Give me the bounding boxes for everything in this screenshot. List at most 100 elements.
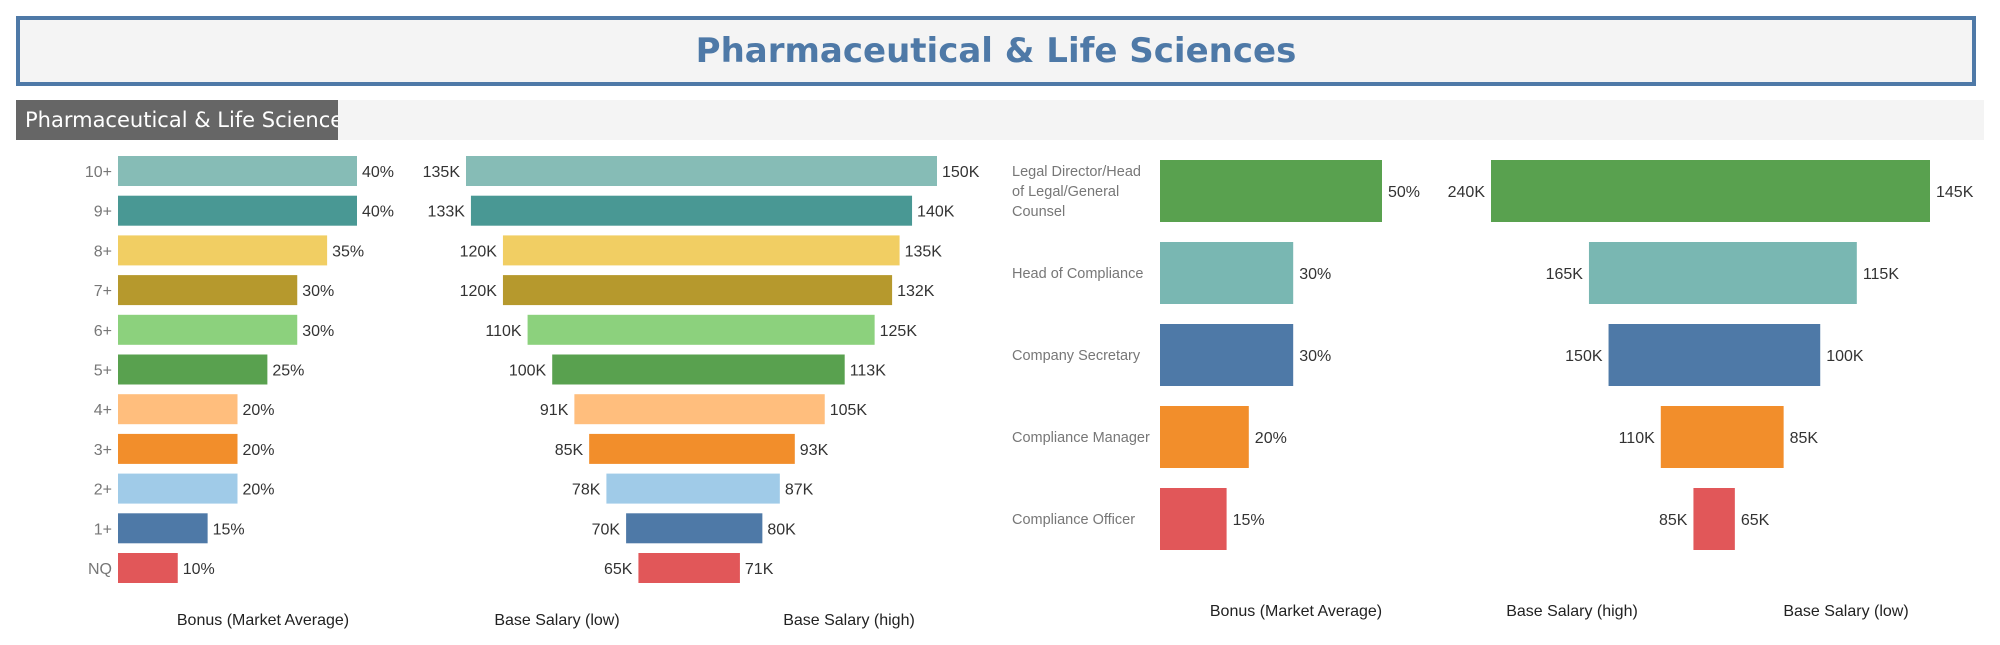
salary-high-value-label: 150K [942, 164, 980, 181]
salary-high-value-label: 80K [767, 521, 796, 538]
bonus-value-label: 20% [243, 482, 275, 499]
role-label: Counsel [1012, 204, 1065, 220]
bonus-by-role-chart: Legal Director/Head of Legal/General Couns… [1012, 160, 1420, 620]
salary-low-value-label: 85K [555, 442, 584, 459]
category-label: 9+ [94, 204, 112, 221]
base-salary-by-pqe-chart: 135K 150K 133K 140K 120K 135K 120K 132K 110K 125K… [423, 156, 980, 629]
salary-low-bar [466, 156, 700, 186]
salary-high-value-label: 105K [830, 402, 868, 419]
bonus-bar [118, 195, 357, 226]
bonus-bar [118, 275, 298, 306]
bonus-value-label: 40% [362, 204, 394, 221]
bonus-bar [118, 314, 298, 345]
salary-high-value-label: 165K [1546, 266, 1584, 283]
category-label: 6+ [94, 323, 112, 340]
salary-high-bar [700, 195, 913, 226]
salary-high-bar [1491, 160, 1708, 222]
role-label: of Legal/General [1012, 184, 1119, 200]
salary-low-value-label: 115K [1863, 266, 1900, 283]
category-label: 2+ [94, 482, 112, 499]
section-header-bar [338, 100, 1984, 140]
bonus-bar [118, 473, 238, 504]
salary-high-bar [700, 314, 875, 345]
salary-high-value-label: 113K [850, 363, 887, 380]
role-label: Compliance Manager [1012, 430, 1150, 446]
x-axis-label-low: Base Salary (low) [1783, 603, 1908, 620]
salary-low-value-label: 135K [423, 164, 461, 181]
salary-low-bar [1708, 488, 1735, 550]
bonus-value-label: 10% [183, 561, 215, 578]
salary-low-value-label: 70K [592, 521, 621, 538]
bonus-value-label: 15% [1233, 512, 1265, 529]
bonus-value-label: 30% [302, 283, 334, 300]
bonus-bar [1160, 324, 1294, 386]
category-label: 4+ [94, 402, 112, 419]
category-label: 10+ [85, 164, 112, 181]
salary-high-value-label: 140K [917, 204, 955, 221]
salary-low-value-label: 133K [428, 204, 466, 221]
bonus-bar [118, 156, 357, 186]
salary-low-value-label: 145K [1936, 184, 1974, 201]
salary-high-bar [700, 473, 780, 504]
salary-high-bar [1660, 406, 1708, 468]
category-label: 3+ [94, 442, 112, 459]
salary-low-bar [502, 275, 700, 306]
salary-high-value-label: 150K [1565, 348, 1603, 365]
bonus-value-label: 35% [332, 243, 364, 260]
role-label: Company Secretary [1012, 348, 1141, 364]
salary-high-value-label: 135K [905, 243, 943, 260]
salary-low-value-label: 65K [604, 561, 633, 578]
salary-high-bar [1693, 488, 1708, 550]
salary-low-bar [470, 195, 700, 226]
salary-low-bar [502, 235, 700, 266]
bonus-value-label: 15% [213, 521, 245, 538]
bonus-value-label: 20% [243, 402, 275, 419]
bonus-bar [118, 354, 268, 385]
bonus-value-label: 30% [1299, 266, 1331, 283]
salary-low-bar [626, 513, 700, 544]
salary-low-value-label: 65K [1741, 512, 1770, 529]
role-label: Head of Compliance [1012, 266, 1143, 282]
x-axis-label-high: Base Salary (high) [1506, 603, 1638, 620]
salary-high-value-label: 240K [1448, 184, 1486, 201]
salary-high-bar [700, 433, 795, 464]
salary-low-bar [606, 473, 700, 504]
page-title: Pharmaceutical & Life Sciences [695, 31, 1297, 71]
x-axis-label: Bonus (Market Average) [177, 612, 349, 629]
salary-low-bar [638, 553, 700, 583]
salary-high-value-label: 132K [897, 283, 935, 300]
salary-low-bar [1708, 242, 1857, 304]
salary-low-bar [527, 314, 700, 345]
salary-high-bar [700, 156, 937, 186]
salary-low-value-label: 100K [1826, 348, 1864, 365]
category-label: 7+ [94, 283, 112, 300]
salary-low-value-label: 78K [572, 482, 601, 499]
bonus-value-label: 20% [1255, 430, 1287, 447]
salary-low-bar [574, 394, 700, 425]
salary-low-bar [589, 433, 700, 464]
bonus-bar [1160, 160, 1382, 222]
salary-high-value-label: 125K [880, 323, 918, 340]
salary-low-value-label: 100K [509, 363, 547, 380]
category-label: NQ [88, 561, 112, 578]
salary-low-bar [1708, 324, 1821, 386]
salary-low-bar [552, 354, 700, 385]
salary-low-bar [1708, 406, 1784, 468]
salary-low-value-label: 120K [460, 283, 498, 300]
bonus-bar [118, 394, 238, 425]
category-label: 5+ [94, 363, 112, 380]
category-label: 8+ [94, 243, 112, 260]
bonus-bar [1160, 488, 1227, 550]
salary-high-bar [1608, 324, 1708, 386]
salary-high-bar [700, 235, 900, 266]
x-axis-label: Bonus (Market Average) [1210, 603, 1382, 620]
salary-low-value-label: 120K [460, 243, 498, 260]
salary-high-bar [700, 354, 845, 385]
x-axis-label-low: Base Salary (low) [494, 612, 619, 629]
category-label: 1+ [94, 521, 112, 538]
base-salary-by-role-chart: 240K 145K 165K 115K 150K 100K 110K 85K 85K 65K Bas… [1448, 160, 1974, 620]
salary-low-value-label: 91K [540, 402, 569, 419]
bonus-bar [118, 513, 208, 544]
salary-low-bar [1708, 160, 1930, 222]
